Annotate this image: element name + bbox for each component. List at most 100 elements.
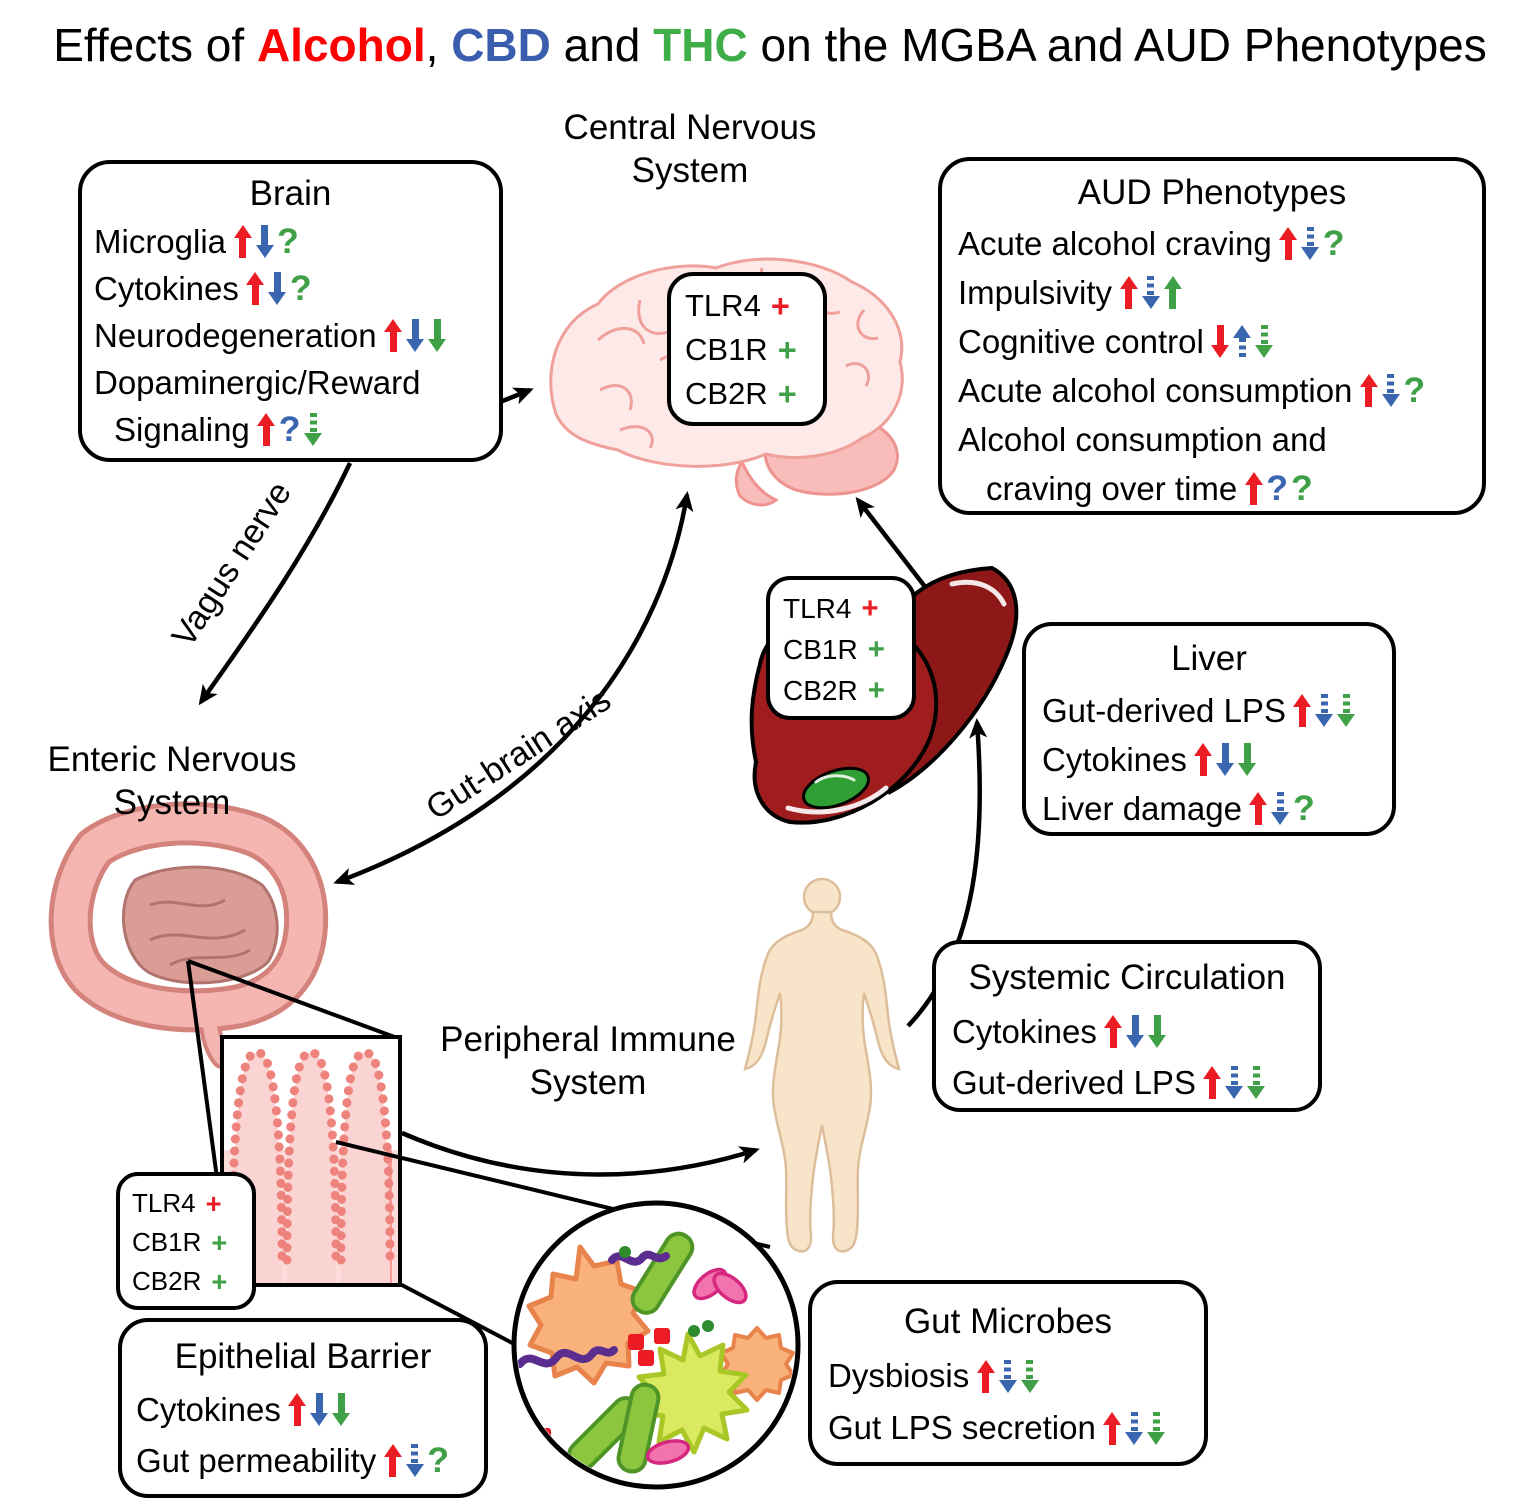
pink-microbe-icon	[712, 1271, 748, 1305]
effect-marks	[1103, 1411, 1166, 1445]
down-arrow-icon	[1255, 325, 1274, 358]
liver-box-title: Liver	[1171, 639, 1247, 678]
effect-marks: ?	[1279, 222, 1345, 263]
up-arrow-icon	[1279, 226, 1298, 260]
question-mark-icon: ?	[1266, 467, 1289, 508]
row-label: Microglia	[94, 222, 227, 260]
title-segment: Effects of	[53, 19, 257, 71]
starburst-microbe-icon	[635, 1331, 750, 1455]
effect-marks	[384, 319, 447, 352]
receptor-row-tlr4: TLR4 +	[132, 1184, 240, 1223]
liver-row-lps: Gut-derived LPS	[1042, 686, 1376, 735]
row-label: Gut-derived LPS	[952, 1063, 1196, 1101]
liver-row-cytokines: Cytokines	[1042, 735, 1376, 784]
brain-box: Brain Microglia ? Cytokines ? Neurodegen…	[78, 160, 503, 462]
down-arrow-icon	[268, 271, 287, 305]
row-label: Cytokines	[94, 269, 239, 307]
down-arrow-icon	[1238, 743, 1257, 776]
liver-to-brain-arrow	[855, 496, 928, 590]
row-label: Gut-derived LPS	[1042, 691, 1286, 729]
effect-marks	[1211, 325, 1274, 358]
aud-row-consumption: Acute alcohol consumption ?	[958, 366, 1466, 415]
purple-spirochete-icon	[517, 1346, 618, 1368]
up-arrow-icon	[383, 1443, 402, 1477]
receptor-label: CB2R	[132, 1266, 202, 1296]
question-mark-icon: ?	[1291, 467, 1313, 508]
epithelial-row-permeability: Gut permeability ?	[136, 1435, 470, 1486]
effect-marks	[288, 1393, 351, 1426]
up-arrow-icon	[246, 271, 265, 305]
row-label: Dysbiosis	[828, 1357, 970, 1394]
down-arrow-icon	[1225, 1066, 1244, 1099]
aud-phenotypes-box: AUD Phenotypes Acute alcohol craving ? I…	[938, 157, 1486, 515]
down-arrow-icon	[332, 1393, 351, 1426]
brain-row-neurodegeneration: Neurodegeneration	[94, 312, 487, 359]
receptor-mark: +	[205, 1187, 222, 1219]
row-label: craving over time	[986, 469, 1238, 507]
up-arrow-icon	[1293, 694, 1312, 727]
gutmicrobes-row-dysbiosis: Dysbiosis	[828, 1350, 1188, 1402]
effect-marks: ?	[1249, 790, 1315, 827]
brain-row-cytokines: Cytokines ?	[94, 265, 487, 312]
receptor-label: CB1R	[783, 633, 858, 665]
receptor-mark: +	[771, 290, 790, 323]
question-mark-icon: ?	[277, 220, 299, 261]
up-arrow-icon	[1203, 1066, 1222, 1099]
row-label: Impulsivity	[958, 273, 1113, 311]
title-segment: CBD	[451, 19, 551, 71]
row-label: Acute alcohol consumption	[958, 371, 1353, 409]
row-label: Acute alcohol craving	[958, 224, 1272, 262]
brain-row-signaling: Signaling ?	[94, 406, 487, 453]
title-segment: Alcohol	[256, 19, 426, 71]
receptor-mark: +	[868, 675, 885, 705]
up-arrow-icon	[1244, 471, 1263, 505]
pis-label: Peripheral Immune System	[440, 1018, 736, 1104]
down-arrow-icon	[1337, 694, 1356, 727]
up-arrow-icon	[1194, 743, 1213, 776]
aud-row-overtime-2: craving over time ??	[958, 464, 1466, 513]
cns-label: Central Nervous System	[564, 106, 817, 192]
plus-icon: +	[205, 1187, 222, 1219]
receptor-label: TLR4	[132, 1188, 196, 1218]
down-arrow-icon	[405, 1443, 424, 1477]
row-label: Cognitive control	[958, 322, 1204, 360]
brain-box-title: Brain	[249, 174, 332, 213]
receptor-label: CB2R	[685, 376, 768, 411]
receptor-row-cb2r: CB2R +	[132, 1262, 240, 1301]
receptor-row-cb1r: CB1R +	[783, 629, 899, 670]
down-arrow-icon	[428, 319, 447, 352]
down-arrow-icon	[1216, 743, 1235, 776]
question-mark-icon: ?	[1322, 222, 1345, 263]
plus-icon: +	[867, 632, 885, 666]
figure-title: Effects of Alcohol, CBD and THC on the M…	[0, 18, 1540, 72]
vagus-nerve-arrow	[198, 462, 353, 706]
row-label: Signaling	[114, 410, 250, 448]
liver-row-damage: Liver damage ?	[1042, 784, 1376, 833]
receptor-mark: +	[778, 334, 797, 367]
down-arrow-icon	[255, 224, 274, 258]
up-arrow-icon	[288, 1393, 307, 1426]
aud-row-craving: Acute alcohol craving ?	[958, 219, 1466, 268]
receptor-mark: +	[861, 591, 879, 625]
effect-marks	[1104, 1015, 1167, 1048]
brain-row-microglia: Microglia ?	[94, 218, 487, 265]
gut-microbes-illustration	[511, 1200, 801, 1490]
up-arrow-icon	[257, 412, 276, 446]
up-arrow-icon	[1104, 1015, 1123, 1048]
row-label: Dopaminergic/Reward	[94, 363, 421, 401]
receptor-mark: +	[211, 1268, 227, 1296]
cns-receptor-box: TLR4 + CB1R + CB2R +	[667, 272, 827, 426]
receptor-label: TLR4	[685, 288, 761, 323]
pis-label-line1: Peripheral Immune	[440, 1020, 736, 1059]
effect-marks: ?	[233, 220, 299, 261]
plus-icon: +	[861, 591, 879, 625]
brain-row-dopaminergic: Dopaminergic/Reward	[94, 359, 487, 406]
receptor-label: CB1R	[685, 332, 768, 367]
effect-marks: ?	[246, 270, 312, 307]
aud-row-impulsivity: Impulsivity	[958, 268, 1466, 317]
title-segment: THC	[653, 19, 748, 71]
plus-icon: +	[211, 1226, 228, 1258]
receptor-label: CB1R	[132, 1227, 202, 1257]
receptor-row-cb2r: CB2R +	[685, 372, 809, 416]
receptor-row-tlr4: TLR4 +	[783, 588, 899, 629]
